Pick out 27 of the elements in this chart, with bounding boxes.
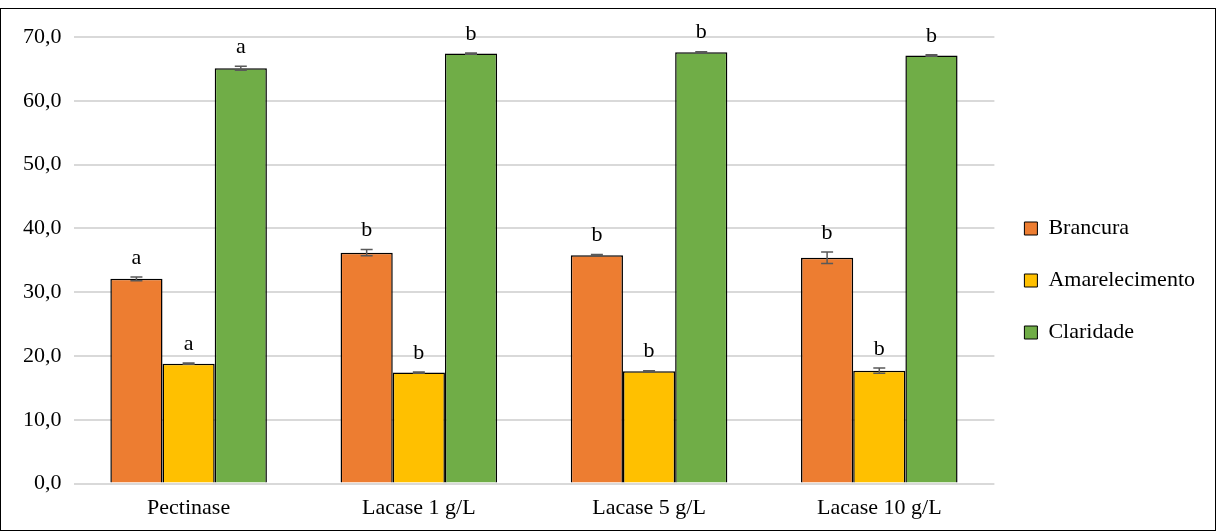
data-label: b — [591, 221, 603, 247]
data-label: a — [235, 33, 246, 59]
x-tick-label: Lacase 10 g/L — [816, 493, 942, 519]
y-tick-label: 60,0 — [23, 86, 62, 112]
data-label: b — [821, 218, 833, 244]
y-tick-label: 0,0 — [34, 469, 62, 495]
data-label: b — [465, 19, 477, 45]
data-label: b — [643, 337, 655, 363]
data-label: a — [183, 329, 194, 355]
y-tick-label: 10,0 — [23, 405, 62, 431]
data-label: b — [413, 338, 425, 364]
y-tick-label: 50,0 — [23, 150, 62, 176]
legend-label: Amarelecimento — [1048, 266, 1196, 292]
data-label: b — [925, 21, 937, 47]
x-tick-label: Lacase 5 g/L — [592, 493, 706, 519]
y-tick-label: 70,0 — [23, 22, 62, 48]
data-label: a — [131, 243, 142, 269]
y-tick-label: 20,0 — [23, 341, 62, 367]
data-label: b — [873, 334, 885, 360]
x-tick-label: Lacase 1 g/L — [362, 493, 476, 519]
legend-label: Brancura — [1048, 214, 1130, 240]
y-tick-label: 30,0 — [23, 277, 62, 303]
data-label: b — [361, 216, 373, 242]
x-tick-label: Pectinase — [147, 493, 231, 519]
legend-label: Claridade — [1048, 318, 1134, 344]
data-label: b — [695, 18, 707, 44]
y-tick-label: 40,0 — [23, 214, 62, 240]
